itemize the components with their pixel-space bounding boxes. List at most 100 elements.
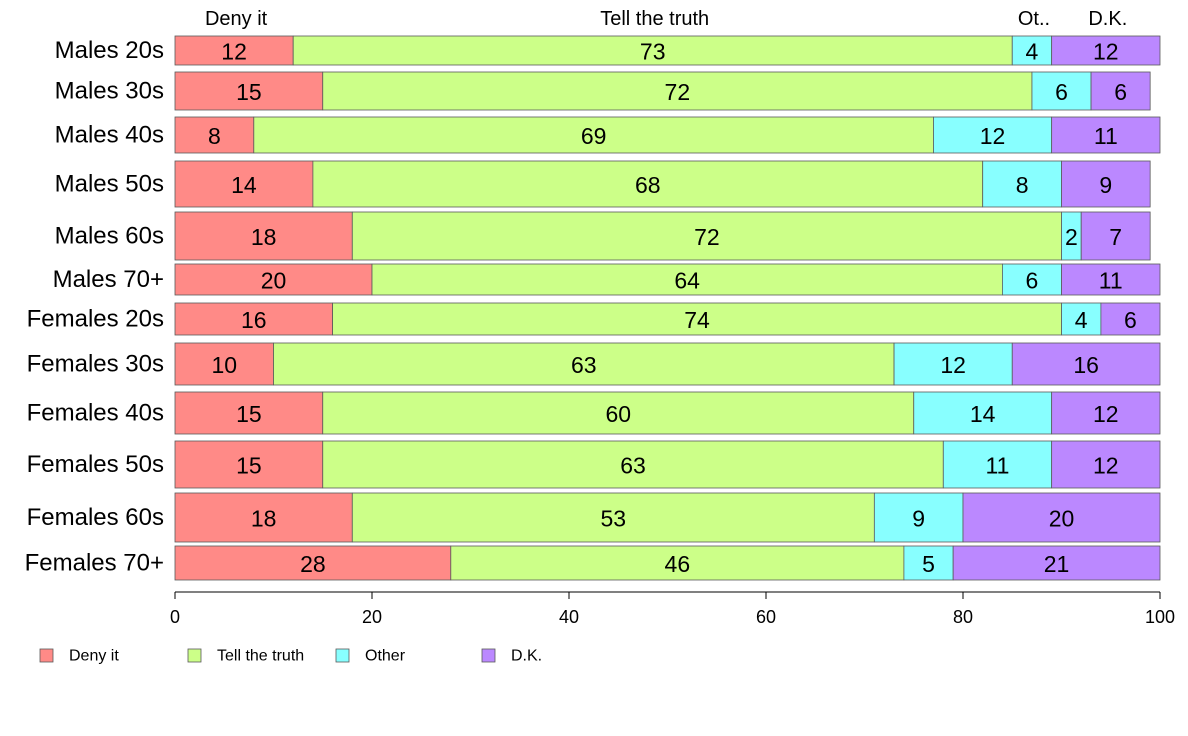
data-label: 4 [1026, 39, 1039, 65]
category-label: Males 60s [55, 223, 164, 250]
bar-segment [174, 116, 255, 154]
bar-segment [1080, 211, 1151, 261]
bar-segment [952, 545, 1161, 581]
category-label: Females 50s [27, 451, 164, 478]
data-label: 72 [694, 224, 720, 250]
bar-segment [322, 71, 1033, 111]
category-label: Males 20s [55, 37, 164, 64]
data-label: 53 [601, 506, 627, 532]
bar-segment [174, 211, 353, 261]
data-label: 69 [581, 123, 607, 149]
data-label: 16 [1073, 352, 1099, 378]
data-label: 63 [571, 352, 597, 378]
data-label: 7 [1109, 224, 1122, 250]
bar-segment [351, 492, 875, 543]
bar-segment [1090, 71, 1151, 111]
bar-segment [174, 160, 314, 208]
data-label: 6 [1026, 268, 1039, 294]
data-label: 15 [236, 79, 262, 105]
top-series-label: D.K. [1088, 8, 1127, 30]
data-label: 6 [1114, 79, 1127, 105]
bar-segment [174, 263, 373, 296]
data-label: 60 [605, 401, 631, 427]
bar-segment [903, 545, 954, 581]
bar-segment [253, 116, 934, 154]
bar-segment [450, 545, 905, 581]
x-tick-label: 40 [559, 607, 579, 627]
data-label: 11 [1099, 268, 1123, 294]
data-label: 18 [251, 224, 277, 250]
data-label: 8 [208, 123, 221, 149]
bar-segment [873, 492, 964, 543]
category-label: Females 70+ [25, 550, 164, 577]
bar-segment [1061, 160, 1151, 208]
bar-segment [1051, 35, 1161, 66]
data-label: 15 [236, 401, 262, 427]
data-label: 12 [980, 123, 1006, 149]
data-label: 15 [236, 453, 262, 479]
category-label: Males 40s [55, 122, 164, 149]
x-tick-label: 100 [1145, 607, 1175, 627]
data-label: 9 [912, 506, 925, 532]
data-label: 73 [640, 39, 666, 65]
category-label: Females 20s [27, 306, 164, 333]
bar-segment [332, 302, 1062, 336]
bar-segment [322, 440, 944, 489]
bar-segment [1061, 263, 1161, 296]
data-label: 21 [1044, 551, 1070, 577]
data-label: 64 [674, 268, 700, 294]
data-label: 14 [231, 172, 257, 198]
x-tick-label: 0 [170, 607, 180, 627]
bar-segment [942, 440, 1053, 489]
data-label: 20 [1049, 506, 1075, 532]
legend-label: D.K. [511, 648, 542, 665]
data-label: 68 [635, 172, 661, 198]
data-label: 20 [261, 268, 287, 294]
data-label: 2 [1065, 224, 1078, 250]
legend-swatch [335, 648, 350, 663]
x-tick-label: 20 [362, 607, 382, 627]
bar-segment [1100, 302, 1161, 336]
data-label: 5 [922, 551, 935, 577]
category-label: Females 60s [27, 504, 164, 531]
top-series-label: Ot.. [1018, 8, 1050, 30]
data-label: 11 [1094, 123, 1118, 149]
data-label: 16 [241, 307, 267, 333]
bar-segment [1011, 342, 1161, 386]
bar-segment [312, 160, 984, 208]
legend-label: Deny it [69, 648, 119, 665]
category-label: Males 70+ [53, 266, 164, 293]
legend-label: Tell the truth [217, 648, 304, 665]
x-tick-label: 60 [756, 607, 776, 627]
data-label: 11 [986, 453, 1010, 479]
bar-segment [1051, 440, 1161, 489]
bar-segment [292, 35, 1013, 66]
data-label: 12 [221, 39, 247, 65]
bar-segment [1061, 302, 1102, 336]
data-label: 18 [251, 506, 277, 532]
legend-swatch [187, 648, 202, 663]
bar-segment [1051, 116, 1161, 154]
category-label: Females 40s [27, 400, 164, 427]
data-label: 46 [665, 551, 691, 577]
top-series-label: Tell the truth [600, 8, 709, 30]
bar-segment [174, 71, 324, 111]
bar-segment [371, 263, 1003, 296]
bar-segment [1031, 71, 1092, 111]
data-label: 12 [1093, 453, 1119, 479]
bar-segment [174, 35, 294, 66]
bar-segment [174, 302, 334, 336]
legend-label: Other [365, 648, 406, 665]
data-label: 6 [1055, 79, 1068, 105]
data-label: 74 [684, 307, 710, 333]
data-label: 10 [211, 352, 237, 378]
bar-segment [174, 440, 324, 489]
bar-segment [1051, 391, 1161, 435]
data-label: 72 [665, 79, 691, 105]
data-label: 63 [620, 453, 646, 479]
data-label: 14 [970, 401, 996, 427]
data-label: 12 [1093, 401, 1119, 427]
data-label: 28 [300, 551, 326, 577]
legend-swatch [481, 648, 496, 663]
